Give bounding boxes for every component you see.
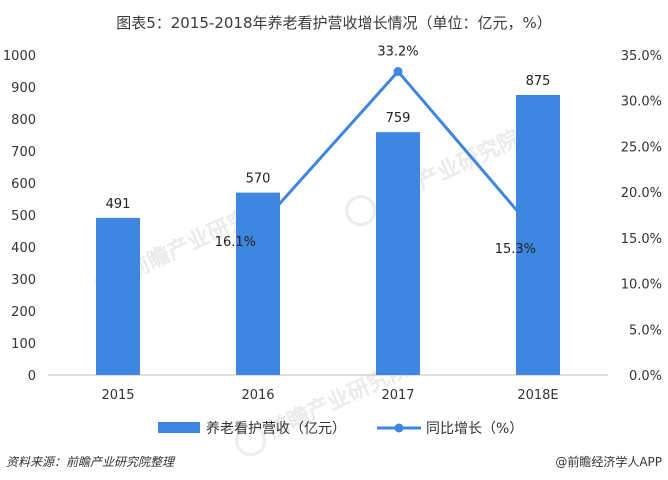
- watermark-logo-icon: [235, 425, 267, 457]
- watermark-logo-icon: [345, 195, 377, 227]
- y-right-tick-label: 35.0%: [621, 49, 662, 64]
- y-left-tick-label: 700: [11, 145, 36, 160]
- bar-value-label: 570: [246, 172, 271, 187]
- brand-credit: @前瞻经济学人APP: [555, 454, 662, 469]
- y-left-tick-label: 1000: [3, 49, 36, 64]
- chart-title: 图表5：2015-2018年养老看护营收增长情况（单位：亿元，%）: [116, 14, 552, 32]
- y-left-tick-label: 500: [11, 209, 36, 224]
- y-right-tick-label: 20.0%: [621, 186, 662, 201]
- y-left-tick-label: 400: [11, 241, 36, 256]
- x-tick-label: 2015: [101, 388, 134, 403]
- x-tick-label: 2018E: [517, 388, 558, 403]
- legend: 养老看护营收（亿元） 同比增长（%）: [158, 421, 523, 437]
- bar-value-label: 759: [386, 111, 411, 126]
- legend-line-marker: [394, 423, 404, 433]
- right-axis-ticks: 0.0% 5.0% 10.0% 15.0% 20.0% 25.0% 30.0% 35.0%: [621, 49, 662, 384]
- growth-value-label: 15.3%: [495, 242, 536, 257]
- legend-line-label: 同比增长（%）: [426, 421, 523, 437]
- left-axis-ticks: 0 100 200 300 400 500 600 700 800 900 1000: [3, 49, 36, 384]
- y-left-tick-label: 300: [11, 273, 36, 288]
- y-left-tick-label: 100: [11, 337, 36, 352]
- y-right-tick-label: 10.0%: [621, 278, 662, 293]
- y-right-tick-label: 15.0%: [621, 232, 662, 247]
- legend-bar-label: 养老看护营收（亿元）: [206, 421, 346, 437]
- y-left-tick-label: 900: [11, 81, 36, 96]
- y-left-tick-label: 200: [11, 305, 36, 320]
- y-left-tick-label: 600: [11, 177, 36, 192]
- line-series: [253, 66, 543, 240]
- x-axis-ticks: 2015 2016 2017 2018E: [101, 388, 558, 403]
- legend-bar-swatch: [158, 422, 200, 433]
- y-left-tick-label: 0: [28, 369, 36, 384]
- y-right-tick-label: 5.0%: [629, 323, 662, 338]
- growth-point-2017: [393, 66, 403, 76]
- data-labels: 491 570 759 875 16.1% 33.2% 15.3%: [106, 44, 551, 257]
- growth-value-label: 16.1%: [215, 235, 256, 250]
- y-right-tick-label: 0.0%: [629, 369, 662, 384]
- growth-point-2016: [253, 223, 263, 233]
- x-tick-label: 2016: [241, 388, 274, 403]
- growth-point-2018E: [533, 230, 543, 240]
- bar-2017: [376, 132, 420, 375]
- source-note: 资料来源：前瞻产业研究院整理: [6, 455, 176, 469]
- bar-value-label: 491: [106, 197, 131, 212]
- y-left-tick-label: 800: [11, 113, 36, 128]
- bar-2015: [96, 217, 140, 375]
- y-right-tick-label: 30.0%: [621, 95, 662, 110]
- growth-value-label: 33.2%: [377, 44, 418, 59]
- bar-value-label: 875: [526, 74, 551, 89]
- watermark-1: 前瞻产业研究院: [345, 125, 524, 227]
- x-tick-label: 2017: [381, 388, 414, 403]
- y-right-tick-label: 25.0%: [621, 140, 662, 155]
- bar-2016: [236, 192, 280, 375]
